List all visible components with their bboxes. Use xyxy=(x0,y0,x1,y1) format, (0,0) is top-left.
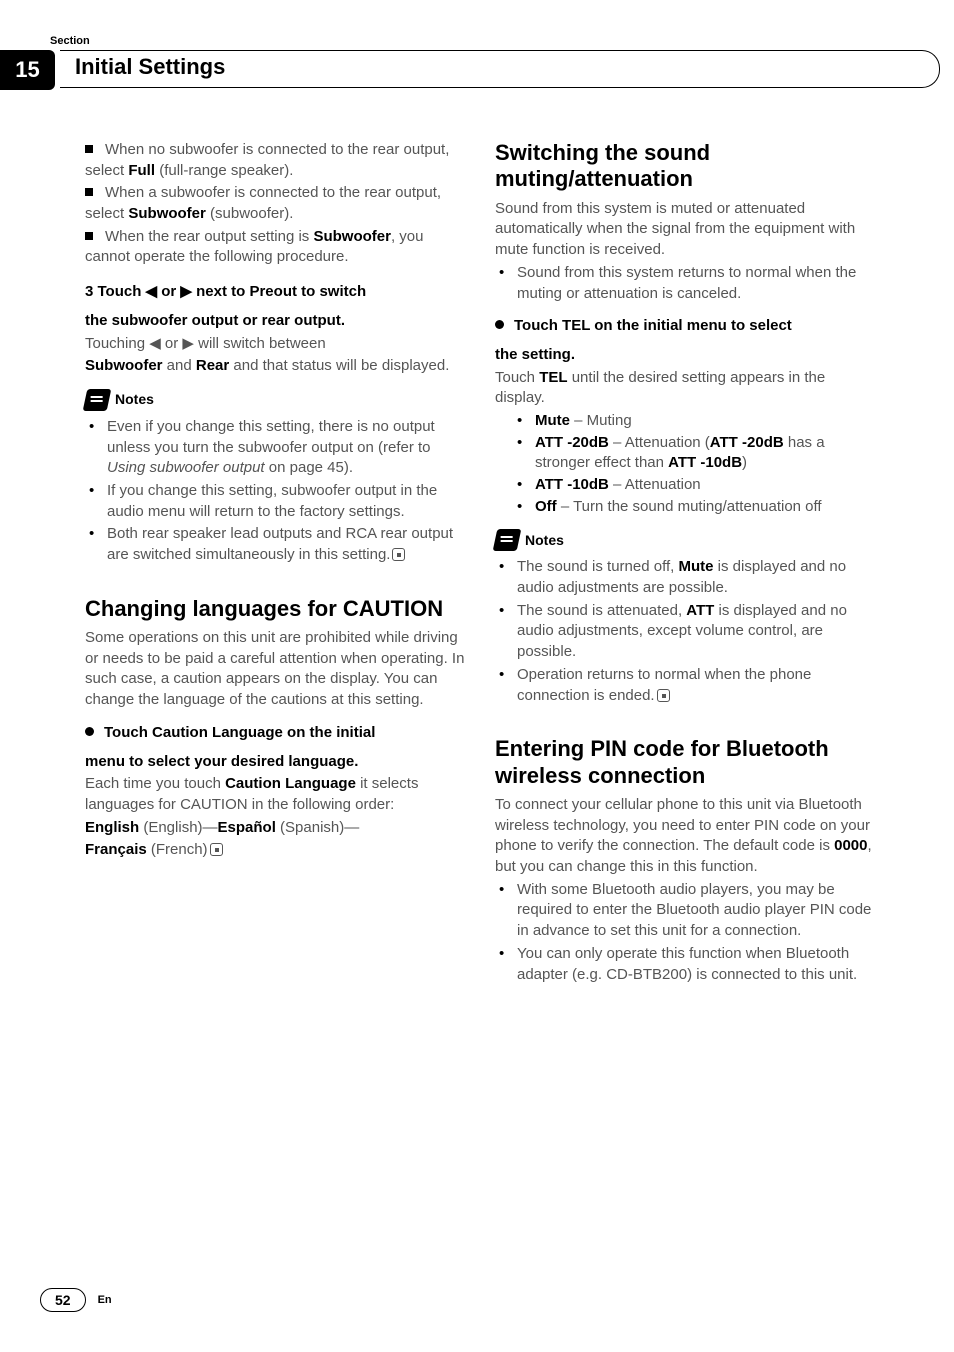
step-heading: the setting. xyxy=(495,345,875,366)
notes-header: Notes xyxy=(495,529,875,551)
step-heading: Touch TEL on the initial menu to select xyxy=(495,316,875,337)
topic-heading: Changing languages for CAUTION xyxy=(85,596,465,622)
list-item: Sound from this system returns to normal… xyxy=(495,263,875,304)
list-item: If you change this setting, subwoofer ou… xyxy=(85,481,465,522)
list-item: Mute – Muting xyxy=(513,411,875,432)
step-heading: menu to select your desired language. xyxy=(85,752,465,773)
footer: 52 En xyxy=(40,1288,112,1312)
notes-label: Notes xyxy=(115,390,154,409)
body-text: English (English)—Español (Spanish)— xyxy=(85,818,465,839)
section-number-badge: 15 xyxy=(0,50,55,90)
list-item: You can only operate this function when … xyxy=(495,944,875,985)
body-text: Sound from this system is muted or atten… xyxy=(495,199,875,261)
dot-icon xyxy=(85,727,94,736)
settings-list: Mute – Muting ATT -20dB – Attenuation (A… xyxy=(495,411,875,517)
body-text: Français (French) xyxy=(85,840,465,861)
list-item: Both rear speaker lead outputs and RCA r… xyxy=(85,524,465,565)
page-title: Initial Settings xyxy=(75,54,225,80)
list-item: Operation returns to normal when the pho… xyxy=(495,665,875,706)
body-text: Some operations on this unit are prohibi… xyxy=(85,628,465,711)
body-text: Subwoofer and Rear and that status will … xyxy=(85,356,465,377)
bullet-item: When a subwoofer is connected to the rea… xyxy=(85,183,465,224)
topic-heading: Switching the sound muting/attenuation xyxy=(495,140,875,193)
notes-header: Notes xyxy=(85,389,465,411)
list-item: The sound is attenuated, ATT is displaye… xyxy=(495,601,875,663)
end-mark-icon xyxy=(210,843,223,856)
square-bullet-icon xyxy=(85,188,93,196)
content-columns: When no subwoofer is connected to the re… xyxy=(85,140,875,987)
list-item: With some Bluetooth audio players, you m… xyxy=(495,880,875,942)
notes-label: Notes xyxy=(525,531,564,550)
bullet-list: Sound from this system returns to normal… xyxy=(495,263,875,304)
bullet-list: With some Bluetooth audio players, you m… xyxy=(495,880,875,985)
list-item: ATT -10dB – Attenuation xyxy=(513,475,875,496)
body-text: Touching ◀ or ▶ will switch between xyxy=(85,334,465,355)
left-column: When no subwoofer is connected to the re… xyxy=(85,140,465,987)
language-code: En xyxy=(98,1294,112,1306)
bullet-item: When no subwoofer is connected to the re… xyxy=(85,140,465,181)
body-text: Each time you touch Caution Language it … xyxy=(85,774,465,815)
end-mark-icon xyxy=(392,548,405,561)
end-mark-icon xyxy=(657,689,670,702)
body-text: Touch TEL until the desired setting appe… xyxy=(495,368,875,409)
right-column: Switching the sound muting/attenuation S… xyxy=(495,140,875,987)
notes-icon xyxy=(83,389,112,411)
bullet-item: When the rear output setting is Subwoofe… xyxy=(85,227,465,268)
notes-list: Even if you change this setting, there i… xyxy=(85,417,465,566)
list-item: ATT -20dB – Attenuation (ATT -20dB has a… xyxy=(513,433,875,474)
list-item: Even if you change this setting, there i… xyxy=(85,417,465,479)
square-bullet-icon xyxy=(85,232,93,240)
topic-heading: Entering PIN code for Bluetooth wireless… xyxy=(495,736,875,789)
dot-icon xyxy=(495,320,504,329)
step-heading: the subwoofer output or rear output. xyxy=(85,311,465,332)
header-bar: 15 Initial Settings xyxy=(0,50,954,90)
notes-list: The sound is turned off, Mute is display… xyxy=(495,557,875,706)
page-number: 52 xyxy=(40,1288,86,1312)
section-label: Section xyxy=(50,35,90,47)
step-heading: Touch Caution Language on the initial xyxy=(85,723,465,744)
notes-icon xyxy=(493,529,522,551)
body-text: To connect your cellular phone to this u… xyxy=(495,795,875,878)
step-heading: 3 Touch ◀ or ▶ next to Preout to switch xyxy=(85,282,465,303)
list-item: Off – Turn the sound muting/attenuation … xyxy=(513,497,875,518)
list-item: The sound is turned off, Mute is display… xyxy=(495,557,875,598)
square-bullet-icon xyxy=(85,145,93,153)
